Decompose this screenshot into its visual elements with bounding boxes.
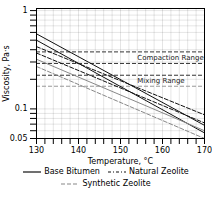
svg-text:Compaction Range: Compaction Range (137, 54, 203, 62)
svg-text:1: 1 (22, 6, 27, 15)
svg-text:150: 150 (113, 146, 128, 155)
svg-text:140: 140 (71, 146, 86, 155)
svg-text:130: 130 (29, 146, 44, 155)
svg-text:Temperature, °C: Temperature, °C (87, 157, 154, 166)
svg-text:160: 160 (155, 146, 170, 155)
html-text:Base Bitumen: Base Bitumen (44, 167, 100, 176)
svg-text:Viscosity, Pa·s: Viscosity, Pa·s (2, 45, 11, 101)
svg-text:0.1: 0.1 (15, 104, 28, 113)
svg-text:170: 170 (197, 146, 212, 155)
svg-text:Mixing Range: Mixing Range (137, 77, 184, 85)
html-text:Synthetic Zeolite: Synthetic Zeolite (82, 179, 151, 188)
svg-text:0.05: 0.05 (10, 134, 28, 143)
html-text:Natural Zeolite: Natural Zeolite (128, 167, 189, 176)
